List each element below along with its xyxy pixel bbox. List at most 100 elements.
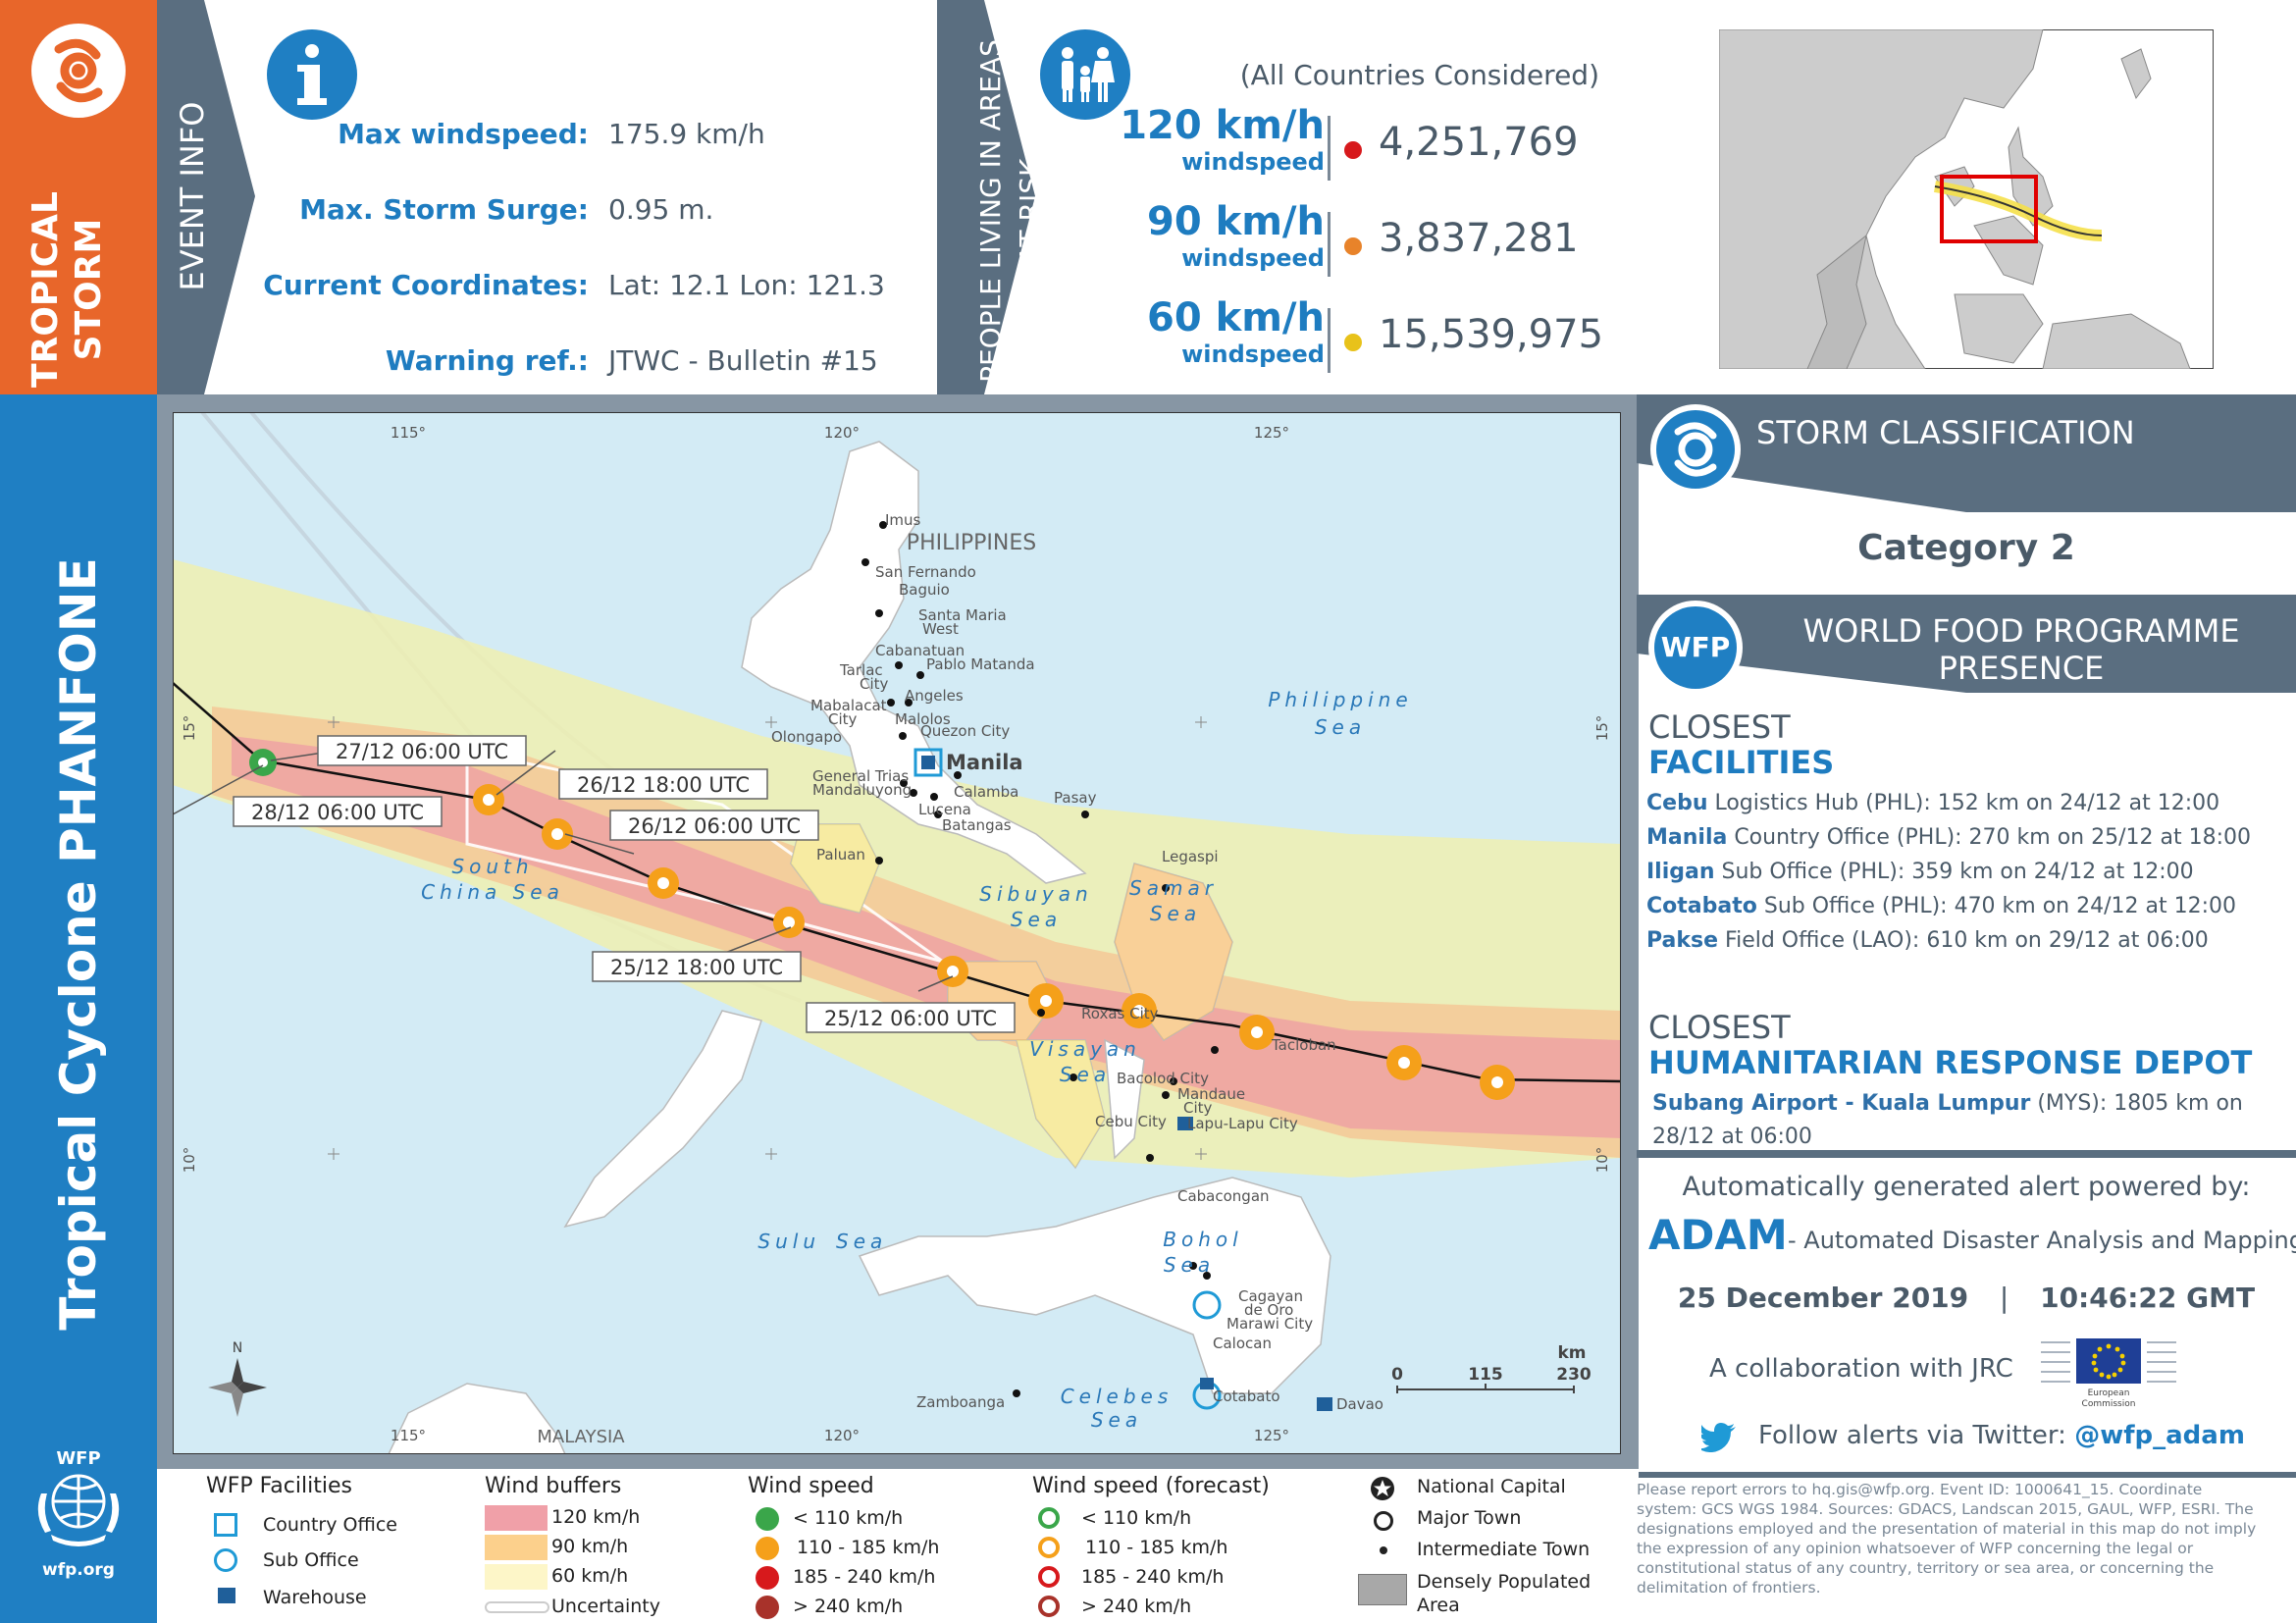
- warehouse-marker: [1200, 1378, 1214, 1389]
- datetime-separator: |: [1999, 1282, 2009, 1314]
- town-label: City: [860, 675, 889, 693]
- town-labels: Imus San Fernando Baguio Santa Maria Wes…: [771, 511, 1383, 1413]
- legend-buffer-120-label: 120 km/h: [551, 1506, 641, 1528]
- sea-label-celebes: Celebes: [1061, 1385, 1174, 1408]
- country-label-malaysia: MALAYSIA: [537, 1427, 625, 1447]
- jrc-collaboration: A collaboration with JRC: [1709, 1354, 2013, 1384]
- town-label: Mabalacat: [810, 697, 887, 714]
- legend-wf-gt240-icon: [1038, 1596, 1060, 1617]
- max-windspeed-label: Max windspeed:: [338, 118, 589, 150]
- lat-label-10-left: 10°: [181, 1147, 198, 1174]
- twitter-handle[interactable]: @wfp_adam: [2074, 1421, 2245, 1450]
- track-label-27-12-06: 27/12 06:00 UTC: [336, 740, 508, 763]
- risk-value-120: 4,251,769: [1379, 120, 1579, 165]
- town-label: Mandaue: [1177, 1085, 1245, 1103]
- warehouse-marker: [1177, 1117, 1193, 1130]
- current-coordinates-label: Current Coordinates:: [263, 269, 589, 301]
- town-label: City: [1183, 1099, 1213, 1117]
- legend-intermediate-town-label: Intermediate Town: [1417, 1539, 1591, 1560]
- north-letter: N: [233, 1340, 242, 1356]
- facility-name: Cebu: [1646, 791, 1708, 815]
- town-label: Lucena: [918, 801, 971, 818]
- people-at-risk-chevron: [937, 0, 1035, 394]
- depot-closest-label: CLOSEST: [1648, 1009, 1791, 1046]
- north-arrow-icon: N: [208, 1340, 267, 1417]
- legend-facilities-title: WFP Facilities: [206, 1474, 352, 1498]
- facility-detail: Country Office (PHL): 270 km on 25/12 at…: [1727, 825, 2251, 850]
- wfp-emblem-icon: WFP: [37, 1448, 120, 1546]
- storm-type-label: TROPICAL STORM: [26, 191, 109, 388]
- scale-tick-0: 0: [1391, 1365, 1403, 1385]
- depot-detail: (MYS): 1805 km on: [2030, 1091, 2243, 1116]
- risk-dot-120: [1344, 141, 1362, 159]
- country-office-marker: [913, 748, 943, 777]
- facility-detail: Sub Office (PHL): 470 km on 24/12 at 12:…: [1756, 894, 2237, 918]
- adam-label: ADAM: [1648, 1211, 1788, 1259]
- legend-ws-gt240-label: > 240 km/h: [793, 1596, 904, 1617]
- alert-time: 10:46:22 GMT: [2040, 1282, 2256, 1314]
- wfp-logo-text: WFP: [56, 1448, 100, 1469]
- track-label-26-12-18: 26/12 18:00 UTC: [577, 773, 750, 797]
- divider: [1637, 1150, 2296, 1158]
- divider: [1328, 308, 1331, 373]
- town-label: Quezon City: [920, 722, 1010, 740]
- facility-name: Cotabato: [1646, 894, 1757, 918]
- facility-item: Cebu Logistics Hub (PHL): 152 km on 24/1…: [1646, 791, 2294, 825]
- legend-wf-185-240-label: 185 - 240 km/h: [1081, 1566, 1225, 1588]
- legend-national-capital-icon: [1371, 1477, 1394, 1500]
- sea-label-philippine: Philippine: [1268, 688, 1412, 711]
- town-label: West: [922, 620, 959, 638]
- legend-wind-forecast-title: Wind speed (forecast): [1032, 1474, 1270, 1498]
- town-label: Paluan: [816, 846, 865, 864]
- divider: [1328, 116, 1331, 181]
- town-label: Cotabato: [1213, 1387, 1280, 1405]
- sea-label-bohol-2: Sea: [1164, 1253, 1215, 1277]
- cyclone-icon: [31, 24, 126, 118]
- wfp-url: wfp.org: [42, 1560, 115, 1580]
- legend-densely-populated-line1: Densely Populated: [1417, 1571, 1592, 1593]
- legend-national-capital-label: National Capital: [1417, 1476, 1566, 1497]
- wfp-presence-title-line1: WORLD FOOD PROGRAMME: [1802, 612, 2240, 650]
- sea-label-sibuyan: Sibuyan: [979, 882, 1092, 906]
- town-label: Davao: [1336, 1395, 1383, 1413]
- facility-name: Manila: [1646, 825, 1728, 850]
- facility-item: Manila Country Office (PHL): 270 km on 2…: [1646, 825, 2294, 860]
- legend-wf-110-185-icon: [1038, 1537, 1060, 1558]
- risk-value-90: 3,837,281: [1379, 216, 1579, 261]
- scale-bar: km 0 115 230: [1391, 1343, 1592, 1393]
- town-label: Baguio: [899, 581, 950, 599]
- scale-tick-230: 230: [1556, 1365, 1592, 1385]
- legend-wind-buffers-title: Wind buffers: [485, 1474, 622, 1498]
- sea-label-south-china-2: China Sea: [421, 880, 564, 904]
- lon-label-125-top: 125°: [1254, 424, 1289, 442]
- divider: [1328, 212, 1331, 277]
- lat-label-15-right: 15°: [1593, 715, 1611, 742]
- storm-category: Category 2: [1857, 528, 2075, 568]
- twitter-line: Follow alerts via Twitter: @wfp_adam: [1758, 1421, 2245, 1450]
- current-coordinates-value: Lat: 12.1 Lon: 121.3: [608, 269, 885, 301]
- legend-wf-gt240-label: > 240 km/h: [1081, 1596, 1192, 1617]
- facilities-list: Cebu Logistics Hub (PHL): 152 km on 24/1…: [1646, 791, 2294, 963]
- legend-country-office-icon: [214, 1513, 237, 1537]
- inset-extent-box: [1940, 175, 2038, 243]
- people-at-risk-label-line1: PEOPLE LIVING IN AREAS: [974, 39, 1007, 383]
- sea-label-sibuyan-2: Sea: [1011, 908, 1062, 931]
- lon-label-125-bottom: 125°: [1254, 1427, 1289, 1444]
- town-label: Bacolod City: [1117, 1070, 1209, 1087]
- track-label-26-12-06: 26/12 06:00 UTC: [628, 814, 801, 838]
- disclaimer-text: Please report errors to hq.gis@wfp.org. …: [1637, 1481, 2257, 1597]
- sea-label-celebes-2: Sea: [1091, 1408, 1142, 1432]
- legend-sub-office-icon: [214, 1548, 237, 1572]
- legend-densely-populated-line2: Area: [1417, 1595, 1460, 1616]
- legend-warehouse-icon: [218, 1588, 235, 1603]
- sea-label-sulu: Sulu: [757, 1230, 820, 1253]
- risk-speed-120: 120 km/h: [1120, 103, 1325, 148]
- depot-name: Subang Airport - Kuala Lumpur: [1652, 1091, 2031, 1116]
- town-label: Cabacongan: [1177, 1187, 1270, 1205]
- legend-uncertainty-label: Uncertainty: [551, 1596, 661, 1617]
- town-label: Pablo Matanda: [926, 655, 1035, 673]
- town-label: Santa Maria: [918, 606, 1007, 624]
- legend-warehouse-label: Warehouse: [263, 1587, 367, 1608]
- sea-label-bohol: Bohol: [1163, 1228, 1242, 1251]
- event-info-chevron: [157, 0, 255, 394]
